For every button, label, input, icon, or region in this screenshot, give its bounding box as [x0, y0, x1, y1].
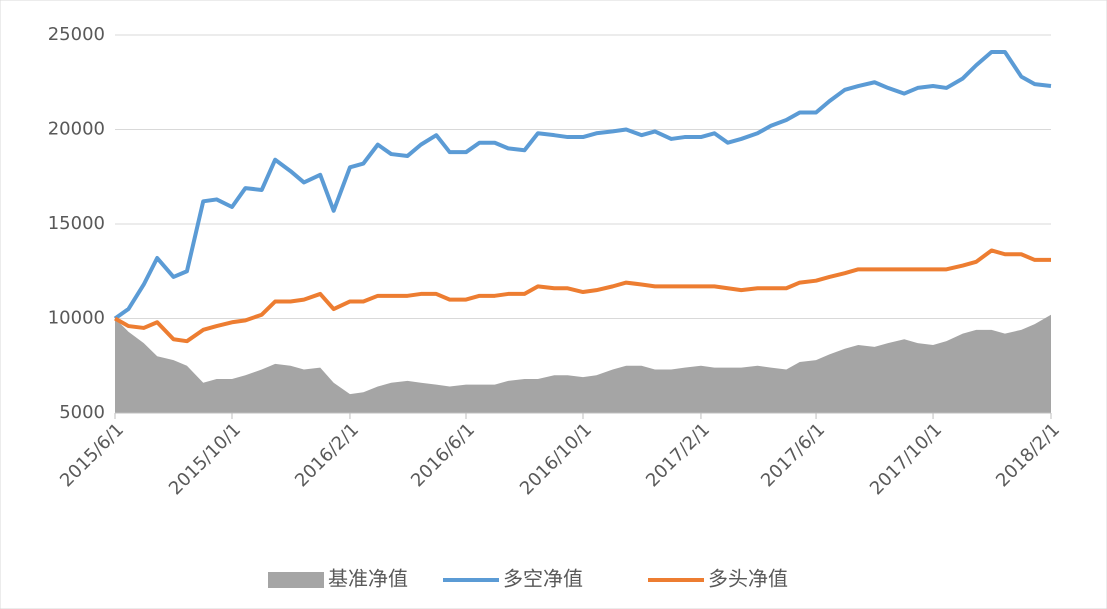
line — [113, 50, 1052, 321]
series-layer — [113, 50, 1052, 413]
area — [115, 314, 1051, 413]
legend-label: 多头净值 — [708, 567, 788, 591]
y-tick-label: 5000 — [59, 402, 105, 423]
y-tick-label: 20000 — [48, 119, 105, 140]
y-tick-label: 15000 — [48, 213, 105, 234]
legend-label: 多空净值 — [503, 567, 583, 591]
y-tick-label: 10000 — [48, 308, 105, 329]
line — [114, 248, 1051, 344]
y-tick-label: 25000 — [48, 24, 105, 45]
legend-swatch — [268, 572, 324, 588]
legend-label: 基准净值 — [328, 567, 408, 591]
